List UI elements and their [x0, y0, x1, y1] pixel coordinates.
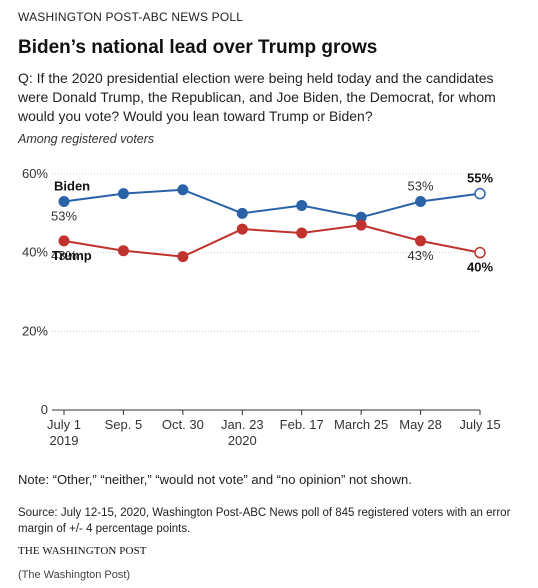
data-point-biden — [177, 184, 189, 196]
data-point-biden — [58, 196, 70, 208]
chart-source: Source: July 12-15, 2020, Washington Pos… — [18, 507, 511, 535]
publisher-logo: THE WASHINGTON POST — [18, 545, 147, 557]
poll-question: Q: If the 2020 presidential election wer… — [18, 70, 496, 124]
data-label-biden: 53% — [408, 179, 434, 194]
data-point-biden — [117, 188, 129, 200]
data-label-biden: 55% — [467, 171, 493, 186]
data-point-biden — [415, 196, 427, 208]
data-point-trump — [415, 235, 427, 247]
x-tick-label: May 28 — [399, 417, 442, 432]
series-line-biden — [63, 188, 481, 219]
x-tick-label: 2020 — [228, 433, 257, 448]
x-tick-label: 2019 — [50, 433, 79, 448]
y-tick-label: 0 — [41, 402, 48, 417]
series-label-trump: Trump — [52, 248, 92, 263]
x-tick-label: July 15 — [459, 417, 500, 432]
x-tick-label: March 25 — [334, 417, 388, 432]
chart-title: Biden’s national lead over Trump grows — [18, 37, 378, 58]
data-point-biden — [236, 207, 248, 219]
poll-kicker: WASHINGTON POST-ABC NEWS POLL — [18, 10, 244, 24]
y-tick-label: 60% — [22, 166, 48, 181]
data-label-trump: 43% — [408, 248, 434, 263]
x-tick-label: July 1 — [47, 417, 81, 432]
data-point-trump — [355, 219, 367, 231]
x-tick-label: Oct. 30 — [162, 417, 204, 432]
x-tick-label: Feb. 17 — [280, 417, 324, 432]
image-credit: (The Washington Post) — [18, 569, 131, 581]
data-point-biden — [296, 199, 308, 211]
data-point-biden — [474, 187, 486, 200]
series-line-trump — [63, 224, 481, 258]
data-point-trump — [236, 223, 248, 235]
data-point-trump — [296, 227, 308, 239]
series-label-biden: Biden — [54, 179, 90, 194]
data-point-trump — [117, 245, 129, 257]
data-label-trump: 43% — [51, 248, 77, 263]
chart-subtitle: Among registered voters — [18, 132, 155, 146]
y-tick-label: 40% — [22, 245, 48, 260]
data-point-trump — [58, 235, 70, 247]
x-tick-label: Sep. 5 — [105, 417, 143, 432]
data-label-trump: 40% — [467, 260, 493, 275]
data-label-biden: 53% — [51, 209, 77, 224]
data-point-trump — [474, 246, 486, 259]
y-tick-label: 20% — [22, 323, 48, 338]
x-tick-label: Jan. 23 — [221, 417, 264, 432]
chart-note: Note: “Other,” “neither,” “would not vot… — [18, 472, 412, 487]
data-point-trump — [177, 251, 189, 263]
